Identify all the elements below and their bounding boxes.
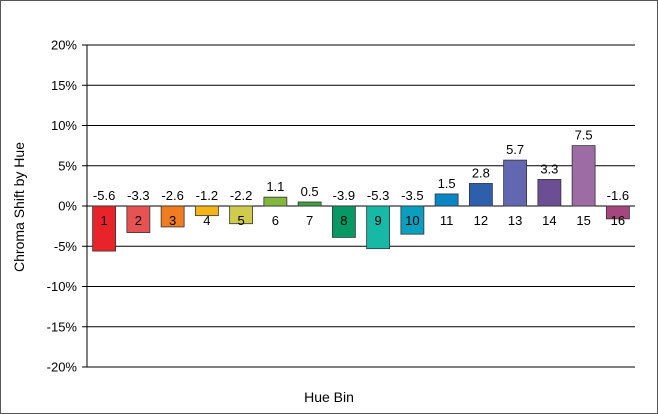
y-tick-label: -15%	[47, 319, 78, 334]
bar-13	[503, 159, 528, 207]
data-label: -1.2	[196, 188, 218, 203]
gridlines	[82, 44, 635, 368]
bar-15	[571, 145, 596, 207]
y-axis-title: Chroma Shift by Hue	[11, 142, 27, 272]
y-tick-label: -10%	[47, 279, 78, 294]
bar-5	[229, 205, 254, 225]
x-tick-label: 6	[272, 213, 279, 228]
data-label: -2.2	[230, 188, 252, 203]
bar-1	[92, 205, 117, 252]
data-label: 3.3	[540, 161, 558, 176]
data-label: 1.1	[266, 179, 284, 194]
bar-14	[537, 179, 562, 207]
x-tick-label: 9	[375, 213, 382, 228]
x-tick-label: 16	[611, 213, 625, 228]
bar-10	[400, 205, 425, 235]
data-label: 5.7	[506, 142, 524, 157]
y-tick-label: -20%	[47, 360, 78, 375]
x-tick-label: 3	[169, 213, 176, 228]
y-tick-label: 5%	[58, 158, 77, 173]
x-tick-label: 15	[576, 213, 590, 228]
x-tick-label: 2	[135, 213, 142, 228]
y-tick-label: 10%	[51, 118, 77, 133]
y-tick-label: 15%	[51, 78, 77, 93]
bar-7	[297, 201, 322, 207]
bar-8	[331, 205, 356, 238]
data-label: 7.5	[575, 128, 593, 143]
bar-11	[434, 193, 459, 207]
data-label: -1.6	[607, 188, 629, 203]
bars	[92, 145, 630, 252]
x-tick-label: 12	[474, 213, 488, 228]
y-tick-label: -5%	[54, 239, 78, 254]
x-tick-label: 8	[340, 213, 347, 228]
bar-16	[605, 205, 630, 220]
x-axis-title: Hue Bin	[304, 389, 354, 405]
data-label: -3.5	[401, 188, 423, 203]
x-tick-label: 13	[508, 213, 522, 228]
data-label: -5.3	[367, 188, 389, 203]
bar-12	[468, 183, 493, 207]
x-tick-label: 4	[203, 213, 210, 228]
data-label: -3.9	[333, 188, 355, 203]
bar-3	[160, 205, 185, 228]
x-tick-label: 11	[440, 213, 454, 228]
y-tick-label: 0%	[58, 199, 77, 214]
x-tick-label: 5	[238, 213, 245, 228]
data-label: -3.3	[127, 188, 149, 203]
x-tick-label: 7	[306, 213, 313, 228]
x-tick-label: 1	[101, 213, 108, 228]
data-label: -5.6	[93, 188, 115, 203]
data-label: 2.8	[472, 165, 490, 180]
data-label: -2.6	[161, 188, 183, 203]
bar-4	[194, 205, 219, 217]
data-label: 0.5	[301, 184, 319, 199]
x-tick-label: 10	[405, 213, 419, 228]
bar-9	[366, 205, 391, 250]
y-tick-label: 20%	[51, 38, 77, 53]
bar-6	[263, 196, 288, 207]
bar-2	[126, 205, 151, 233]
labels: 20% 15% 10% 5% 0% -5% -10% -15% -20% -5.6 1 -3.3 2 -2…	[47, 38, 629, 375]
data-label: 1.5	[438, 176, 456, 191]
x-tick-label: 14	[542, 213, 556, 228]
